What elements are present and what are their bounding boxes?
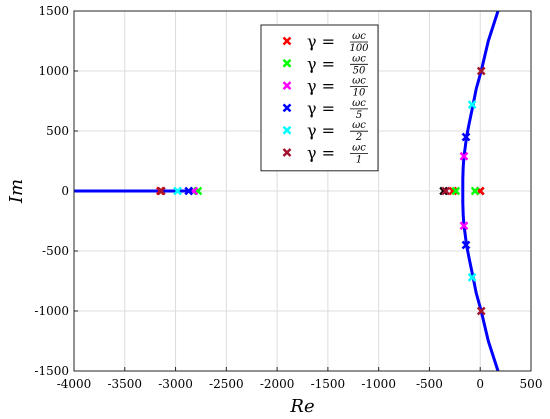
y-tick-label: 500 — [46, 124, 69, 138]
y-tick-label: -1500 — [34, 364, 69, 378]
pole-marker — [476, 66, 486, 76]
legend-box — [260, 24, 379, 172]
legend-label: γ = — [307, 32, 335, 51]
legend-label: γ = — [307, 77, 335, 96]
x-tick-label: -1000 — [361, 377, 396, 391]
pole-marker — [451, 186, 461, 196]
legend-fraction-num: ωc — [352, 76, 366, 87]
y-tick-label: 1500 — [38, 4, 69, 18]
pole-marker — [470, 186, 480, 196]
pole-marker — [459, 221, 469, 231]
legend-marker — [282, 103, 292, 113]
legend-entry: γ = ωc2 — [282, 120, 368, 143]
x-axis-label: Re — [289, 396, 314, 417]
pole-marker — [184, 186, 194, 196]
legend-fraction-den: 5 — [356, 110, 362, 121]
x-tick-label: 500 — [520, 377, 543, 391]
tick-labels: -4000 -3500 -3000 -2500 -2000 -1500 -1000 -500 0… — [34, 4, 542, 391]
y-axis-label: Im — [6, 179, 27, 204]
y-tick-label: 1000 — [38, 64, 69, 78]
legend-fraction-num: ωc — [352, 120, 366, 131]
locus-branch — [461, 10, 500, 372]
pole-marker — [173, 186, 182, 196]
legend-fraction-den: 100 — [349, 43, 369, 54]
x-tick-label: -1500 — [311, 377, 346, 391]
y-tick-label: -500 — [42, 244, 69, 258]
x-tick-label: -3500 — [107, 377, 142, 391]
legend-entry: γ = ωc1 — [282, 143, 368, 166]
pole-marker — [156, 186, 166, 196]
plot-frame — [73, 10, 532, 372]
legend-marker — [282, 148, 292, 157]
legend-marker — [282, 58, 292, 68]
pole-marker — [467, 273, 477, 282]
legend-marker — [282, 36, 292, 46]
legend-fraction-den: 1 — [356, 155, 362, 166]
pole-marker — [476, 306, 486, 316]
legend-fraction-num: ωc — [352, 53, 366, 64]
legend-fraction-den: 10 — [353, 88, 366, 99]
pole-marker — [467, 100, 477, 109]
legend-entry: γ = ωc5 — [282, 98, 368, 121]
pole-marker — [459, 151, 469, 161]
legend-marker — [282, 81, 292, 90]
legend-fraction-den: 2 — [355, 132, 362, 143]
legend-label: γ = — [307, 54, 335, 73]
legend-label: γ = — [307, 121, 335, 140]
pole-marker — [439, 186, 449, 196]
y-tick-label: -1000 — [34, 304, 69, 318]
x-tick-label: -500 — [416, 377, 443, 391]
legend-marker — [282, 125, 292, 135]
x-tick-label: 0 — [476, 377, 484, 391]
pole-marker — [461, 240, 471, 250]
legend-label: γ = — [307, 99, 335, 118]
x-tick-label: -2000 — [260, 377, 295, 391]
legend-fraction-num: ωc — [352, 143, 366, 154]
legend-label: γ = — [307, 144, 335, 163]
pole-marker — [441, 186, 451, 196]
y-tick-label: 0 — [61, 184, 69, 198]
legend-fraction-den: 50 — [353, 65, 366, 76]
legend-fraction-num: ωc — [352, 98, 366, 109]
x-tick-label: -2500 — [209, 377, 244, 391]
legend-fraction-num: ωc — [352, 31, 366, 42]
pole-markers — [155, 66, 486, 316]
x-tick-label: -4000 — [57, 377, 92, 391]
pole-marker — [461, 132, 471, 142]
x-tick-label: -3000 — [158, 377, 193, 391]
